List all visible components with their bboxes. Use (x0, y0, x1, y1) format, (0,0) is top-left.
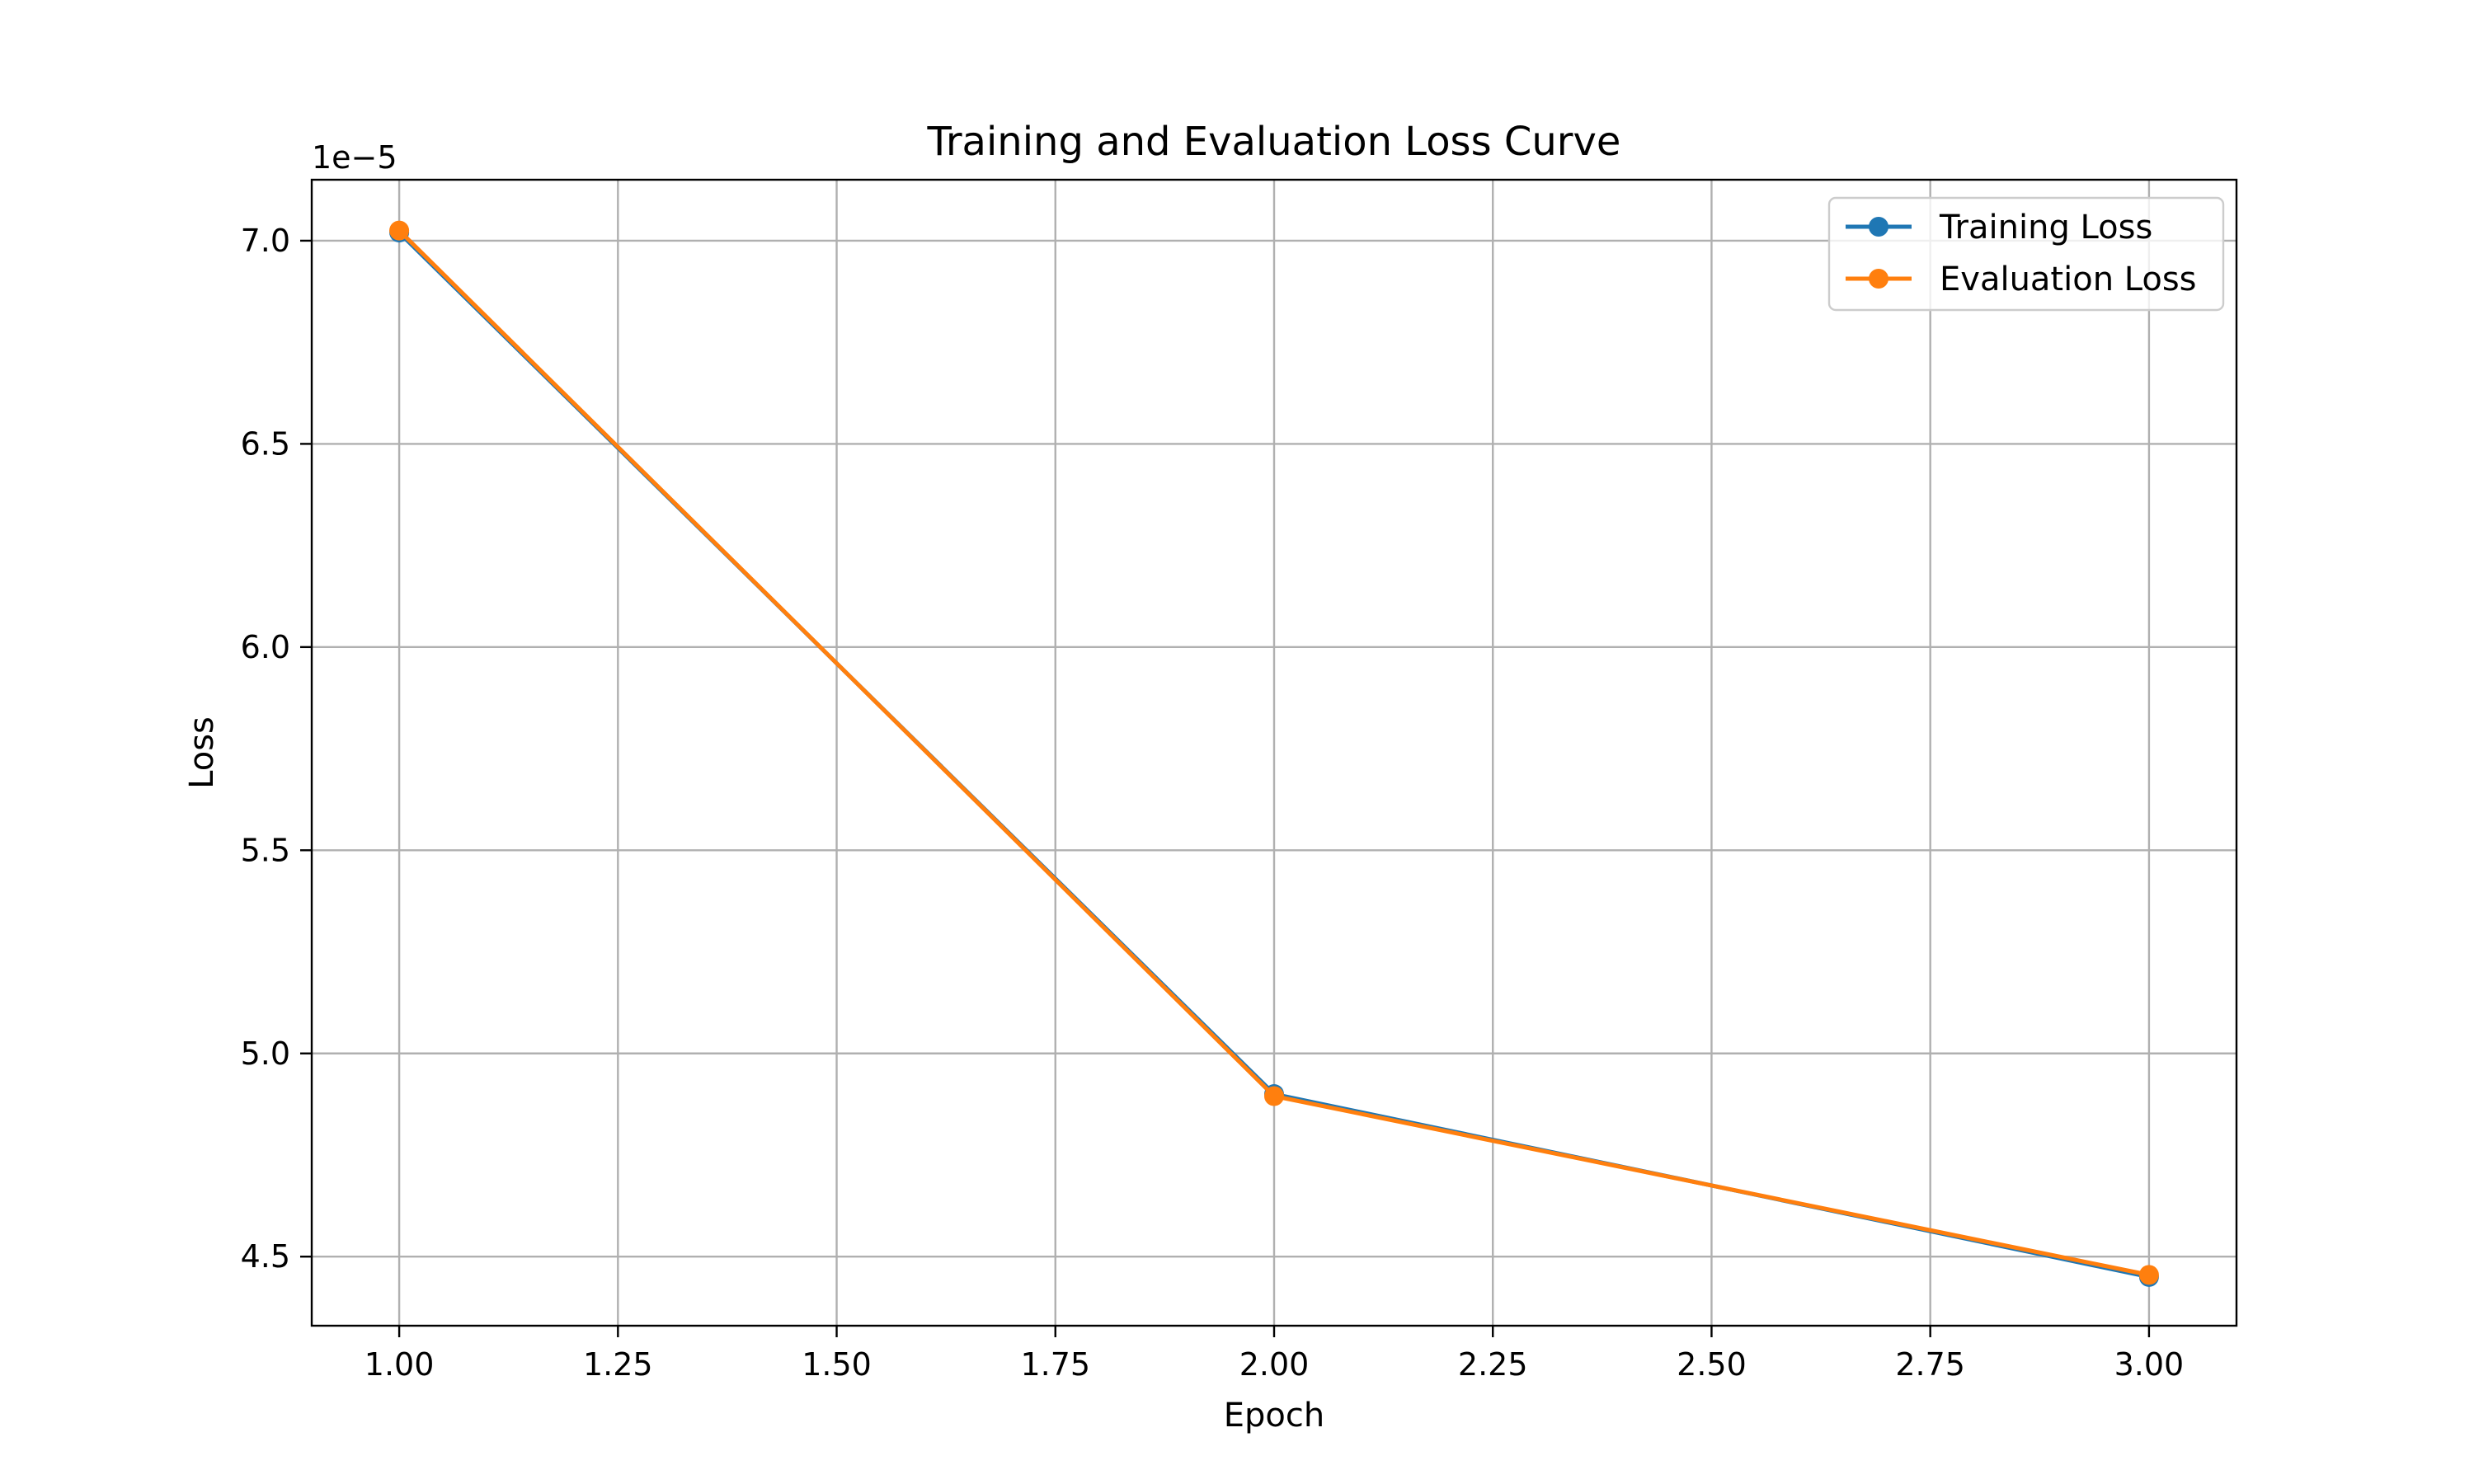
axis-ticks: 1.00 1.25 1.50 1.75 2.00 2.25 2.50 2.75 3.00 4.5 5… (241, 223, 2185, 1383)
legend: Training Loss Evaluation Loss (1827, 196, 2225, 312)
y-tick-label: 4.5 (241, 1238, 290, 1275)
legend-item-training-loss: Training Loss (1846, 209, 2152, 247)
grid-lines (312, 180, 2236, 1326)
x-tick-label: 1.75 (1020, 1346, 1090, 1383)
x-axis-label: Epoch (1224, 1397, 1324, 1435)
legend-label: Evaluation Loss (1940, 261, 2197, 298)
x-tick-label: 3.00 (2114, 1346, 2185, 1383)
x-tick-label: 1.00 (365, 1346, 435, 1383)
y-tick-label: 5.5 (241, 832, 290, 868)
x-tick-label: 2.75 (1895, 1346, 1965, 1383)
chart-title: Training and Evaluation Loss Curve (927, 119, 1621, 165)
legend-item-evaluation-loss: Evaluation Loss (1846, 261, 2197, 298)
y-tick-label: 6.5 (241, 425, 290, 462)
legend-swatch-marker (1869, 269, 1888, 289)
legend-box (1827, 196, 2225, 312)
evaluation-loss-series (389, 220, 2159, 1285)
evaluation-loss-point (389, 220, 410, 241)
y-tick-label: 6.0 (241, 629, 290, 665)
x-tick-label: 1.50 (802, 1346, 872, 1383)
y-offset-label: 1e−5 (312, 139, 397, 176)
x-tick-label: 2.50 (1677, 1346, 1747, 1383)
evaluation-loss-point (1264, 1086, 1284, 1106)
x-tick-label: 1.25 (583, 1346, 653, 1383)
evaluation-loss-point (2138, 1265, 2159, 1285)
legend-swatch-marker (1869, 217, 1888, 237)
y-axis-label: Loss (183, 716, 221, 789)
y-tick-label: 7.0 (241, 223, 290, 259)
data-series (389, 220, 2159, 1287)
y-tick-label: 5.0 (241, 1036, 290, 1072)
x-tick-label: 2.25 (1458, 1346, 1528, 1383)
legend-label: Training Loss (1939, 209, 2152, 247)
x-tick-label: 2.00 (1239, 1346, 1310, 1383)
